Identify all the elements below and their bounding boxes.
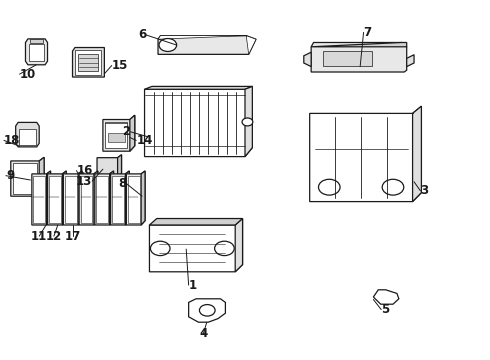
Bar bbox=[65, 176, 76, 223]
Bar bbox=[19, 129, 36, 145]
Polygon shape bbox=[235, 219, 243, 272]
Bar bbox=[49, 176, 61, 223]
Polygon shape bbox=[407, 55, 414, 67]
Text: 11: 11 bbox=[31, 230, 48, 243]
Text: 1: 1 bbox=[189, 279, 197, 292]
Polygon shape bbox=[78, 171, 82, 225]
Text: 12: 12 bbox=[46, 230, 62, 243]
Polygon shape bbox=[62, 171, 66, 225]
Polygon shape bbox=[118, 155, 122, 177]
Bar bbox=[75, 50, 101, 75]
Text: 3: 3 bbox=[420, 184, 429, 197]
Circle shape bbox=[159, 39, 177, 51]
Polygon shape bbox=[245, 86, 252, 157]
Polygon shape bbox=[311, 42, 407, 47]
Circle shape bbox=[199, 305, 215, 316]
Polygon shape bbox=[97, 155, 122, 177]
Polygon shape bbox=[373, 290, 399, 304]
Text: 18: 18 bbox=[4, 134, 20, 147]
Text: 5: 5 bbox=[381, 303, 390, 316]
Polygon shape bbox=[103, 115, 135, 151]
Text: 4: 4 bbox=[199, 327, 207, 340]
Text: 2: 2 bbox=[122, 125, 130, 138]
Text: 6: 6 bbox=[138, 28, 146, 41]
Polygon shape bbox=[311, 42, 407, 72]
Circle shape bbox=[318, 179, 340, 195]
Text: 13: 13 bbox=[76, 175, 92, 188]
Polygon shape bbox=[63, 171, 82, 225]
Polygon shape bbox=[145, 86, 252, 157]
Text: 14: 14 bbox=[136, 134, 152, 147]
Bar bbox=[112, 176, 124, 223]
Polygon shape bbox=[47, 171, 50, 225]
Polygon shape bbox=[25, 39, 48, 65]
Bar bbox=[108, 133, 125, 142]
Polygon shape bbox=[130, 115, 135, 151]
Bar bbox=[78, 54, 98, 71]
Polygon shape bbox=[32, 171, 50, 225]
Text: 17: 17 bbox=[64, 230, 81, 243]
Polygon shape bbox=[189, 299, 225, 322]
Circle shape bbox=[150, 241, 170, 256]
Polygon shape bbox=[79, 171, 98, 225]
Text: 8: 8 bbox=[118, 177, 126, 190]
Polygon shape bbox=[126, 171, 145, 225]
Text: 7: 7 bbox=[364, 26, 372, 39]
Polygon shape bbox=[110, 171, 114, 225]
Polygon shape bbox=[304, 52, 311, 67]
Circle shape bbox=[382, 179, 404, 195]
Polygon shape bbox=[48, 171, 66, 225]
Polygon shape bbox=[158, 36, 256, 54]
Bar bbox=[97, 176, 108, 223]
Circle shape bbox=[215, 241, 234, 256]
Bar bbox=[80, 176, 93, 223]
Bar bbox=[29, 44, 44, 61]
Polygon shape bbox=[125, 171, 129, 225]
Text: 16: 16 bbox=[76, 164, 93, 177]
Polygon shape bbox=[413, 106, 421, 202]
Bar bbox=[30, 39, 43, 43]
Polygon shape bbox=[39, 157, 44, 196]
Bar bbox=[13, 163, 37, 194]
Polygon shape bbox=[73, 48, 104, 77]
Polygon shape bbox=[111, 171, 129, 225]
Bar bbox=[105, 122, 127, 148]
Polygon shape bbox=[310, 106, 421, 202]
Text: 10: 10 bbox=[20, 68, 36, 81]
Polygon shape bbox=[149, 219, 243, 272]
Polygon shape bbox=[145, 86, 252, 89]
Text: 15: 15 bbox=[112, 59, 128, 72]
Polygon shape bbox=[95, 171, 114, 225]
Bar bbox=[128, 176, 140, 223]
Bar bbox=[33, 176, 45, 223]
Polygon shape bbox=[149, 219, 243, 225]
Bar bbox=[323, 51, 372, 66]
Polygon shape bbox=[16, 122, 39, 147]
Polygon shape bbox=[141, 171, 145, 225]
Text: 9: 9 bbox=[6, 169, 14, 182]
Circle shape bbox=[242, 118, 253, 126]
Polygon shape bbox=[11, 157, 44, 196]
Polygon shape bbox=[94, 171, 98, 225]
Polygon shape bbox=[158, 36, 256, 54]
